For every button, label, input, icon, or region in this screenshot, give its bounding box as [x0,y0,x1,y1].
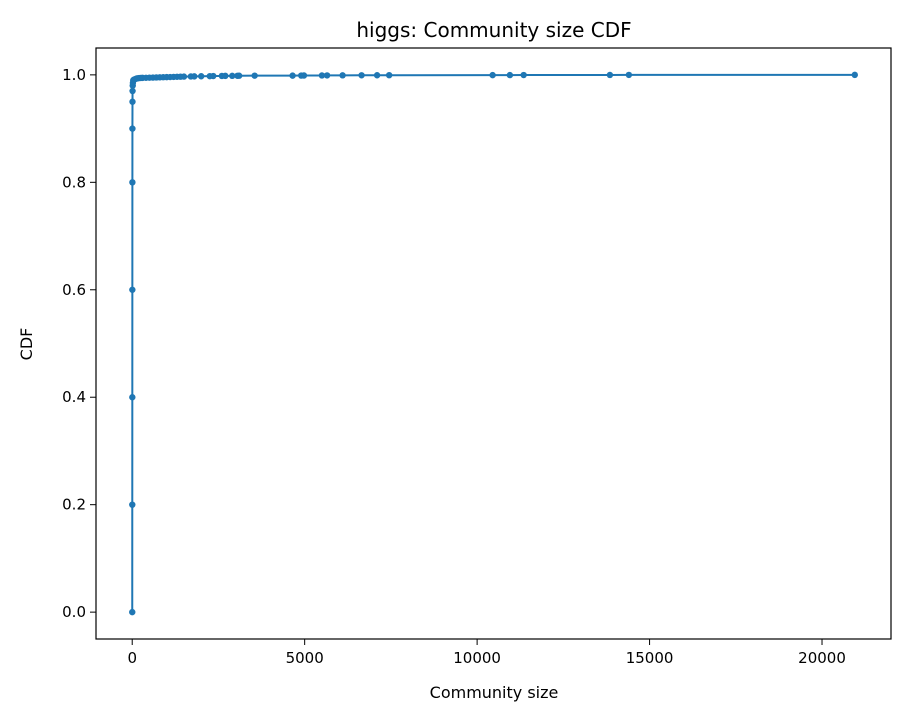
data-point [129,394,136,401]
data-point [851,71,858,79]
data-point [506,71,514,79]
data-point [606,71,614,79]
y-tick-label: 0.2 [62,496,86,514]
x-tick-label: 10000 [453,649,501,667]
data-point [300,72,308,79]
data-point [385,71,393,79]
x-tick-label: 20000 [798,649,846,667]
data-point [289,72,296,79]
data-point [358,72,365,79]
y-axis-label: CDF [17,328,36,361]
y-tick-label: 0.4 [62,388,86,406]
series-line [131,73,855,613]
data-point [129,87,136,95]
data-point [520,71,527,79]
x-tick-label: 15000 [626,649,674,667]
data-point [251,72,258,79]
data-point [323,72,331,79]
x-axis-label: Community size [430,683,559,702]
data-point [210,72,217,80]
plot-area [129,71,858,616]
data-point [489,71,496,79]
x-tick-label: 5000 [286,649,324,667]
y-tick-label: 0.6 [62,281,86,299]
data-point [197,73,205,80]
data-point [129,98,136,105]
data-point [129,608,136,616]
y-tick-label: 1.0 [62,66,86,84]
data-point [129,179,136,186]
y-tick-label: 0.0 [62,603,86,621]
plot-frame [95,47,892,640]
data-point [129,286,136,293]
data-point [129,125,136,132]
data-point [229,72,236,80]
data-point [625,71,633,79]
x-tick-label: 0 [127,649,137,667]
data-point [318,72,326,79]
data-point [339,72,346,79]
data-point [222,72,229,80]
data-point [180,73,188,80]
data-point [129,501,136,508]
data-point [373,72,381,79]
data-point [191,73,198,80]
data-point [235,72,243,79]
chart-title: higgs: Community size CDF [356,18,631,42]
y-tick-label: 0.8 [62,173,86,191]
